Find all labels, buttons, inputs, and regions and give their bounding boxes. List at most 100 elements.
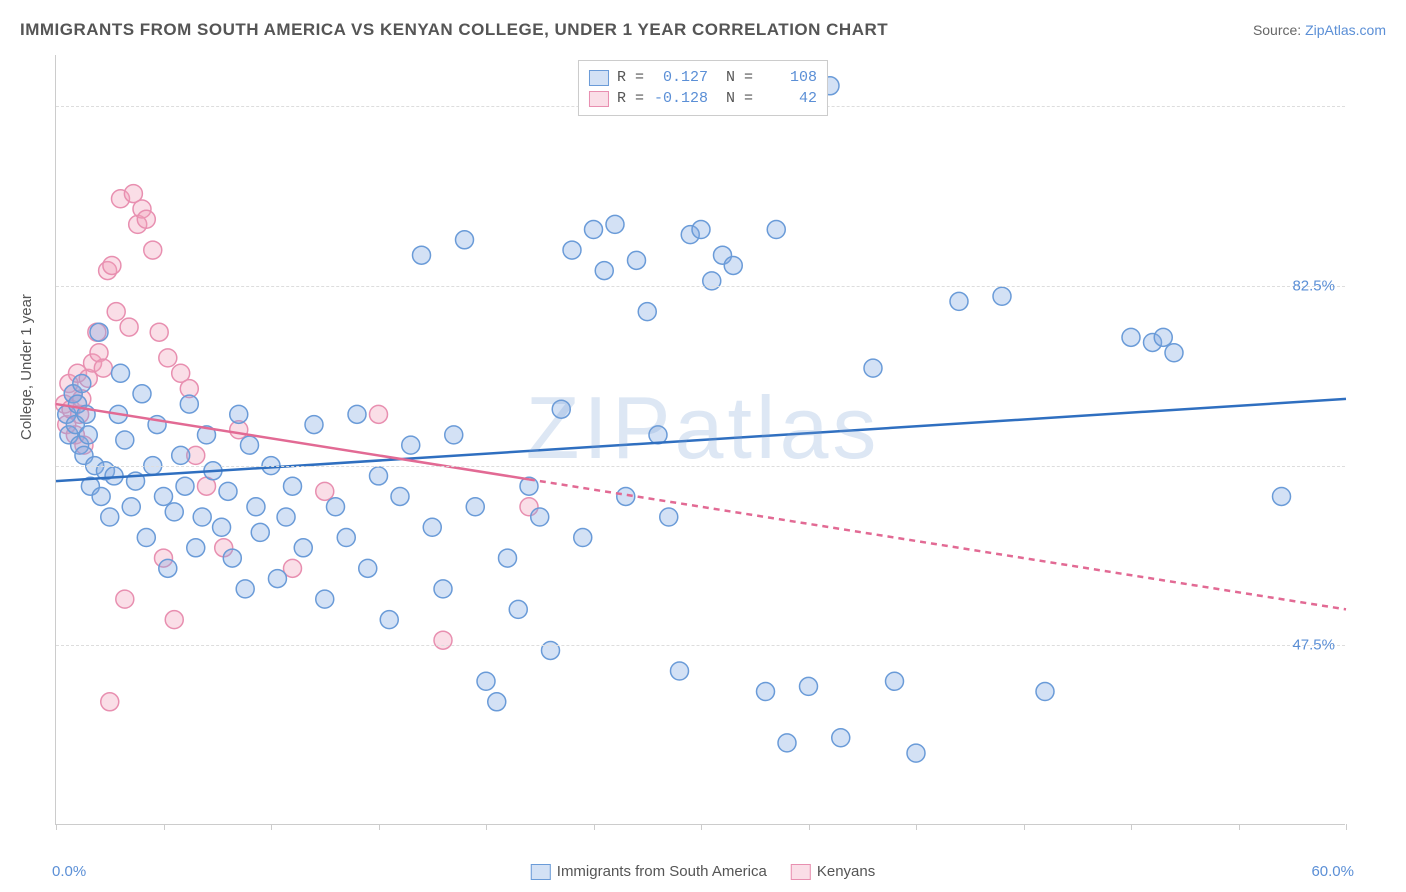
x-tick [916,824,917,830]
data-point [122,498,140,516]
x-min-label: 0.0% [52,863,86,880]
data-point [316,590,334,608]
data-point [886,672,904,690]
data-point [165,503,183,521]
legend-correlation: R = 0.127 N = 108 R = -0.128 N = 42 [578,60,828,116]
data-point [230,405,248,423]
data-point [337,529,355,547]
data-point [94,359,112,377]
source-link[interactable]: ZipAtlas.com [1305,22,1386,38]
data-point [800,677,818,695]
data-point [327,498,345,516]
data-point [155,487,173,505]
data-point [165,611,183,629]
data-point [466,498,484,516]
data-point [757,683,775,701]
data-point [402,436,420,454]
data-point [176,477,194,495]
legend-pink-label: Kenyans [817,863,875,880]
legend-item-blue: Immigrants from South America [531,863,767,880]
header: IMMIGRANTS FROM SOUTH AMERICA VS KENYAN … [20,20,1386,40]
data-point [585,221,603,239]
data-point [1273,487,1291,505]
x-tick [1131,824,1132,830]
data-point [499,549,517,567]
data-point [660,508,678,526]
data-point [359,559,377,577]
data-point [90,323,108,341]
data-point [434,631,452,649]
data-point [193,508,211,526]
data-point [509,600,527,618]
data-point [391,487,409,505]
blue-r-value: 0.127 [652,69,708,86]
x-tick [809,824,810,830]
data-point [236,580,254,598]
swatch-pink-icon [791,864,811,880]
data-point [1122,328,1140,346]
x-max-label: 60.0% [1311,863,1354,880]
data-point [692,221,710,239]
data-point [172,446,190,464]
x-tick [594,824,595,830]
data-point [159,559,177,577]
gridline [56,466,1345,467]
pink-n-value: 42 [761,90,817,107]
chart-title: IMMIGRANTS FROM SOUTH AMERICA VS KENYAN … [20,20,888,40]
pink-r-value: -0.128 [652,90,708,107]
data-point [79,426,97,444]
data-point [993,287,1011,305]
x-tick [486,824,487,830]
data-point [241,436,259,454]
y-tick-label: 47.5% [1292,637,1335,654]
x-tick [56,824,57,830]
x-tick [1024,824,1025,830]
data-point [445,426,463,444]
data-point [92,487,110,505]
x-tick [164,824,165,830]
data-point [563,241,581,259]
legend-item-pink: Kenyans [791,863,875,880]
data-point [247,498,265,516]
data-point [277,508,295,526]
data-point [159,349,177,367]
data-point [423,518,441,536]
data-point [1165,344,1183,362]
data-point [316,482,334,500]
data-point [595,262,613,280]
data-point [778,734,796,752]
source-label: Source: ZipAtlas.com [1253,22,1386,38]
swatch-pink [589,91,609,107]
data-point [284,477,302,495]
data-point [832,729,850,747]
data-point [767,221,785,239]
data-point [370,405,388,423]
data-point [116,431,134,449]
data-point [671,662,689,680]
legend-row-pink: R = -0.128 N = 42 [589,88,817,109]
blue-n-value: 108 [761,69,817,86]
data-point [101,508,119,526]
chart-area: 47.5% 82.5% [55,55,1345,825]
data-point [370,467,388,485]
y-tick-label: 82.5% [1292,278,1335,295]
data-point [907,744,925,762]
x-tick [271,824,272,830]
data-point [552,400,570,418]
data-point [101,693,119,711]
data-point [294,539,312,557]
data-point [251,523,269,541]
legend-blue-label: Immigrants from South America [557,863,767,880]
data-point [180,395,198,413]
data-point [638,303,656,321]
data-point [116,590,134,608]
data-point [187,539,205,557]
data-point [1036,683,1054,701]
x-tick [1346,824,1347,830]
gridline [56,286,1345,287]
x-tick [1239,824,1240,830]
data-point [488,693,506,711]
gridline [56,645,1345,646]
data-point [150,323,168,341]
data-point [628,251,646,269]
